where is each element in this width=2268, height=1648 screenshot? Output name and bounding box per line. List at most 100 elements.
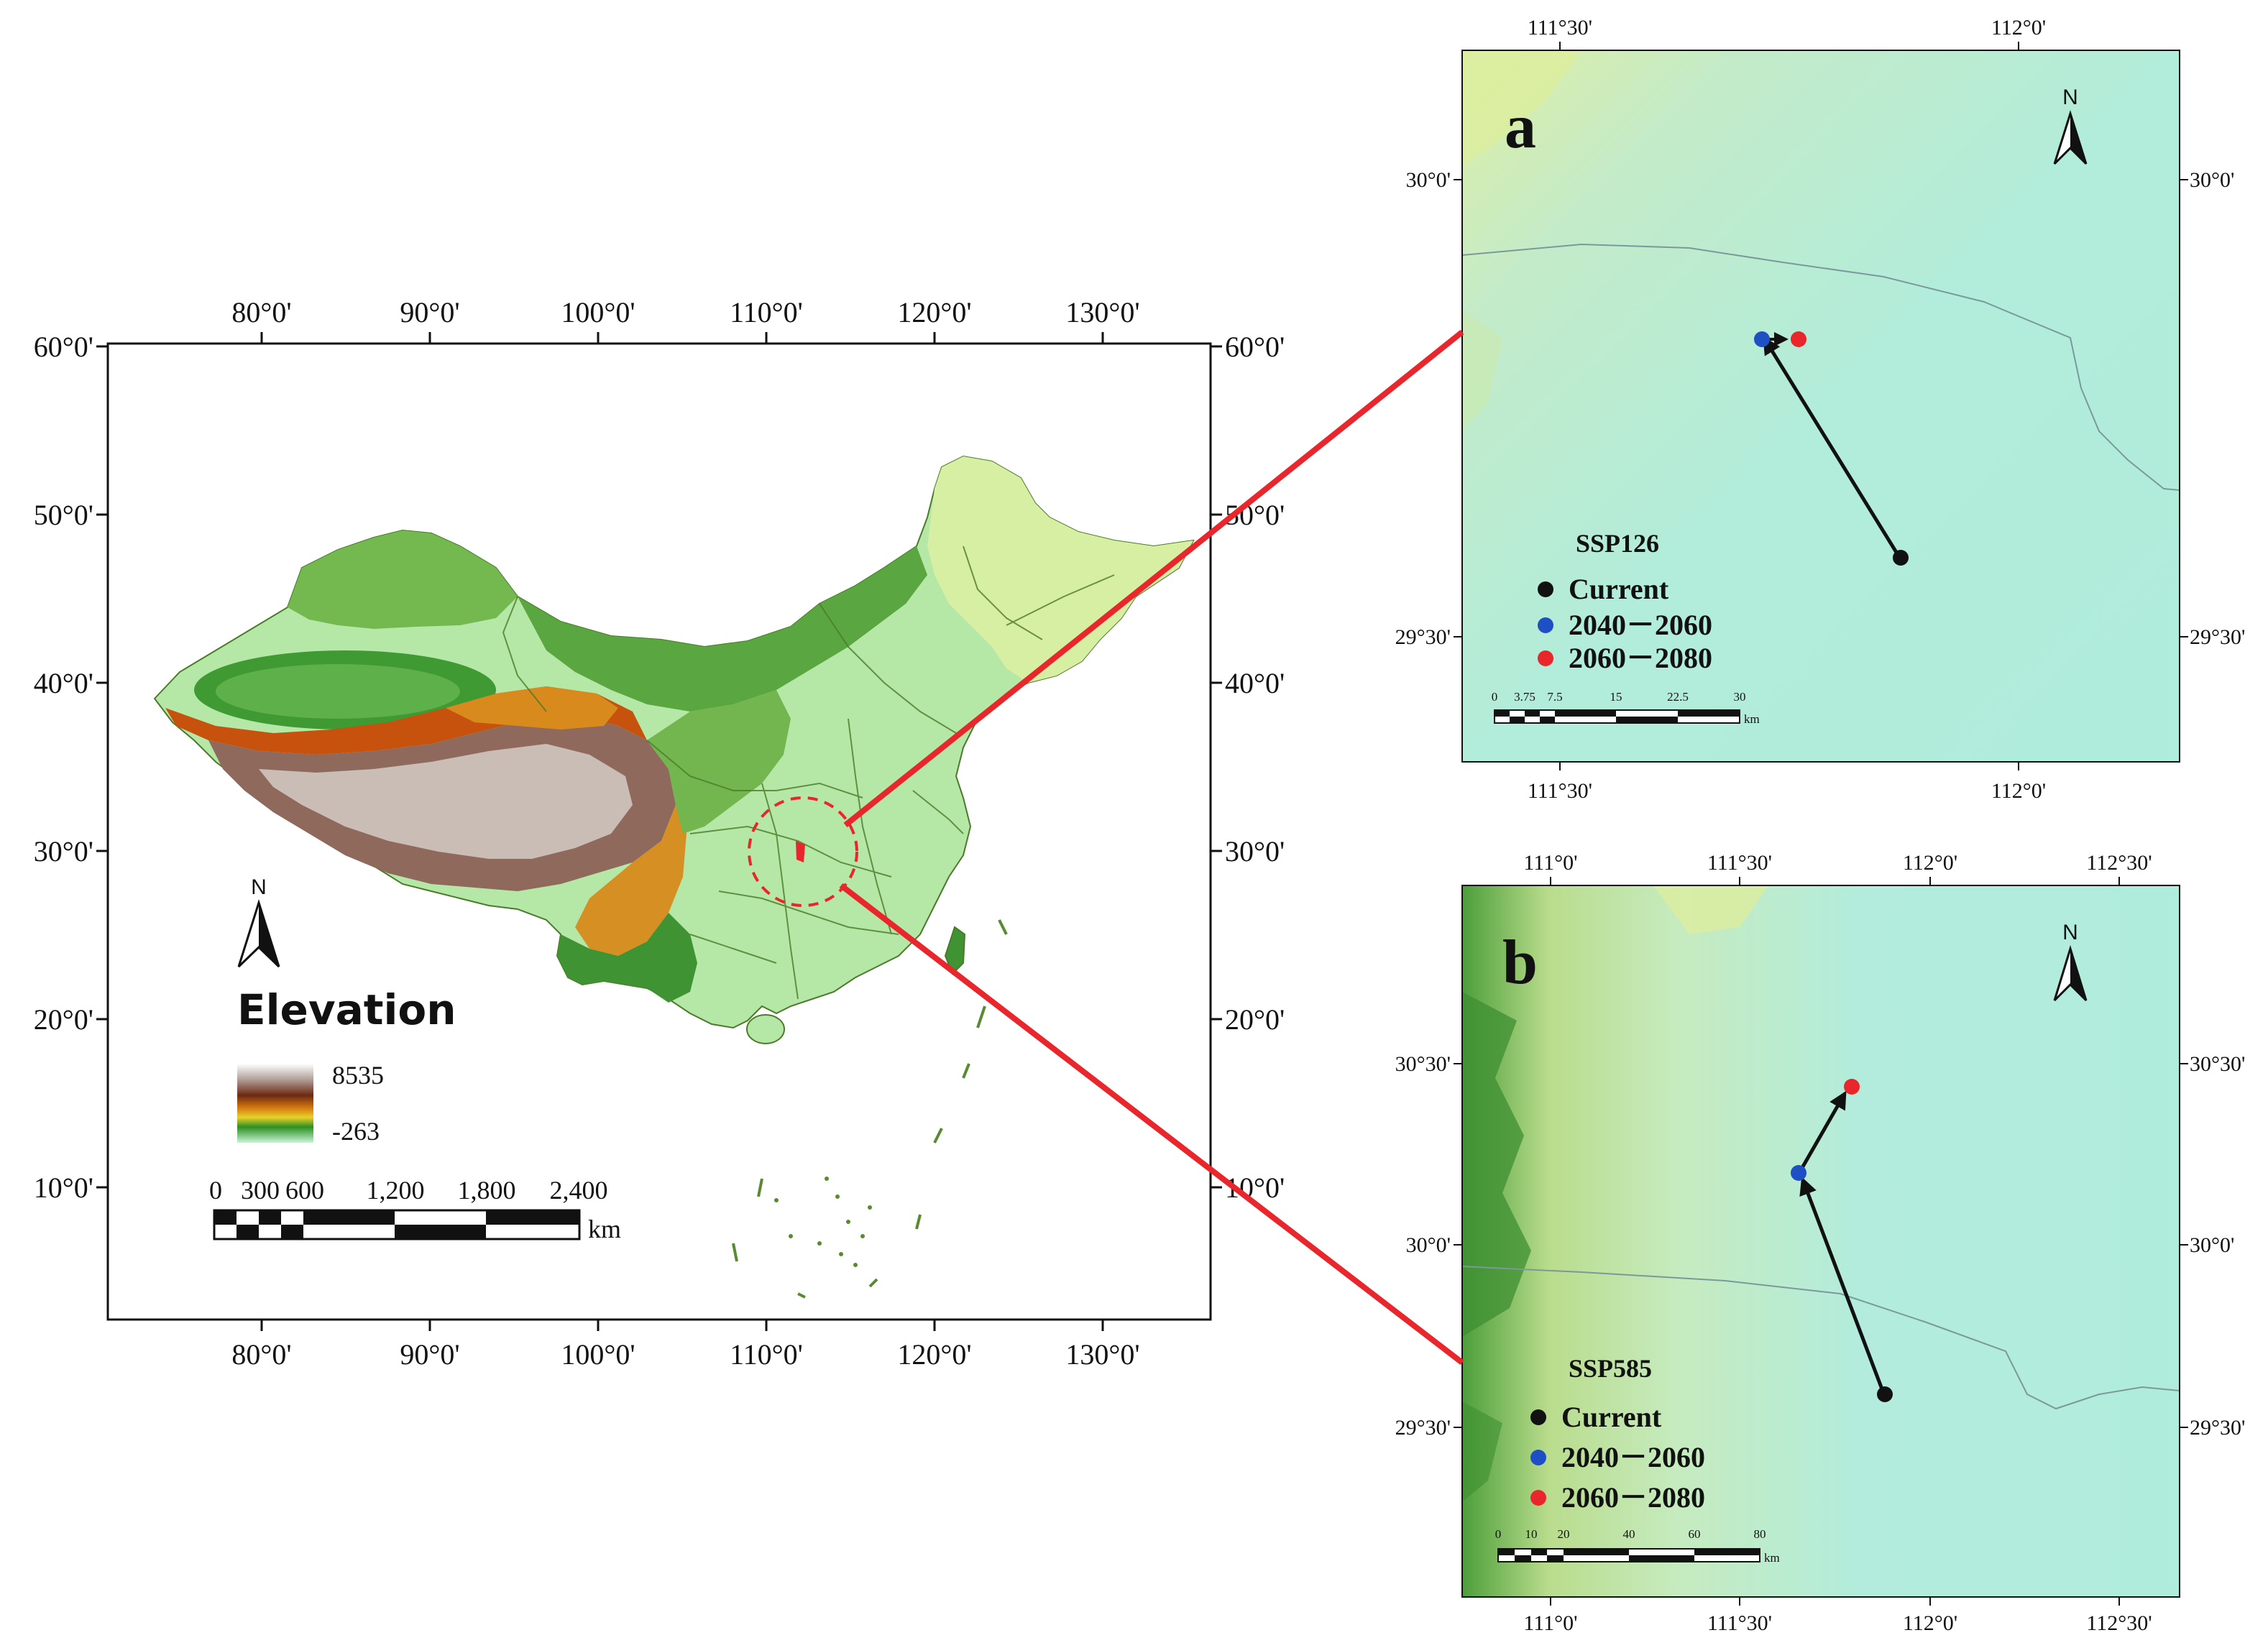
panel-a-letter: a: [1505, 92, 1536, 162]
main-bottom-tick-label: 120°0': [897, 1338, 971, 1371]
panel-b-left-tick: 30°30': [1395, 1052, 1451, 1076]
main-right-tick-label: 30°0': [1225, 835, 1285, 867]
elevation-max: 8535: [332, 1061, 384, 1090]
main-bottom-ticks: 80°0' 90°0' 100°0' 110°0' 120°0' 130°0': [231, 1320, 1140, 1371]
south-sea-islands: [732, 919, 1008, 1299]
main-left-tick-label: 50°0': [34, 499, 93, 531]
main-left-ticks: 60°0' 50°0' 40°0' 30°0' 20°0' 10°0': [34, 331, 108, 1204]
panel-b-terrain-patch: [1653, 885, 1768, 934]
scale-label: 2,400: [550, 1176, 608, 1205]
point-current: [1877, 1386, 1893, 1402]
main-left-tick-label: 30°0': [34, 835, 93, 867]
main-left-tick-label: 10°0': [34, 1171, 93, 1204]
panel-a-bottom-tick: 112°0': [1991, 779, 2046, 803]
scale-label: 600: [285, 1176, 324, 1205]
hainan-island: [746, 1014, 785, 1044]
taiwan-island: [944, 926, 966, 975]
panel-b-terrain-ridges: [1462, 1401, 1502, 1502]
panel-a-ticks: 111°30' 112°0' 111°30' 112°0' 30°0' 29°3…: [1395, 16, 2246, 803]
panel-a-left-tick: 30°0': [1406, 168, 1451, 192]
main-bottom-tick-label: 80°0': [231, 1338, 291, 1371]
main-top-tick-label: 120°0': [897, 296, 971, 328]
scale-label: 300: [241, 1176, 280, 1205]
scale-label: 60: [1689, 1527, 1701, 1541]
panel-b-right-tick: 30°30': [2190, 1052, 2245, 1076]
scale-label: 10: [1525, 1527, 1538, 1541]
panel-a-left-tick: 29°30': [1395, 625, 1451, 649]
main-top-tick-label: 80°0': [231, 296, 291, 328]
panel-a-terrain-patch: [1462, 309, 1502, 431]
scale-unit: km: [1764, 1551, 1780, 1565]
point-2060-2080: [1844, 1079, 1860, 1095]
panel-a-right-tick: 30°0': [2190, 168, 2234, 192]
track-2040-to-2060: [1798, 1090, 1847, 1173]
scale-unit: km: [588, 1215, 621, 1243]
scale-label: 3.75: [1514, 690, 1535, 704]
point-2040-2060: [1791, 1165, 1806, 1181]
panel-b-top-tick: 112°0': [1903, 851, 1957, 875]
panel-a-right-tick: 29°30': [2190, 625, 2245, 649]
legend-title: SSP126: [1576, 529, 1659, 558]
yunnan-plateau: [557, 913, 697, 1003]
main-bottom-tick-label: 100°0': [561, 1338, 635, 1371]
main-map: 80°0' 90°0' 100°0' 110°0' 120°0' 130°0' …: [34, 296, 1285, 1371]
scale-label: 0: [209, 1176, 222, 1205]
panel-b-right-tick: 29°30': [2190, 1416, 2245, 1440]
main-top-tick-label: 90°0': [400, 296, 459, 328]
scale-label: 0: [1492, 690, 1498, 704]
panel-b-scale-bar: 0 10 20 40 60 80 km: [1495, 1527, 1780, 1565]
legend-label: 2040－2060: [1561, 1441, 1705, 1473]
north-belt: [518, 546, 927, 712]
track-current-to-2040: [1763, 336, 1901, 558]
scale-label: 80: [1754, 1527, 1766, 1541]
main-bottom-tick-label: 90°0': [400, 1338, 459, 1371]
tibet-highlands: [259, 744, 633, 859]
northeast-lowland: [927, 456, 1193, 683]
scale-label: 0: [1495, 1527, 1502, 1541]
main-top-tick-label: 100°0': [561, 296, 635, 328]
legend-dot-2060: [1538, 650, 1553, 666]
panel-b-bottom-tick: 112°0': [1903, 1611, 1957, 1635]
central-transition: [647, 690, 791, 834]
panel-a-north-arrow: N: [2053, 86, 2088, 165]
main-bottom-tick-label: 130°0': [1065, 1338, 1139, 1371]
main-left-tick-label: 40°0': [34, 667, 93, 699]
main-right-tick-label: 60°0': [1225, 331, 1285, 363]
panel-b-bottom-tick: 111°0': [1523, 1611, 1577, 1635]
main-north-arrow: N: [237, 875, 280, 968]
panel-a-boundary: [1462, 243, 2180, 491]
main-scale-bar: 0 300 600 1,200 1,800 2,400 km: [209, 1176, 621, 1243]
elevation-color-ramp: [237, 1064, 313, 1143]
main-right-tick-label: 40°0': [1225, 667, 1285, 699]
scale-label: 1,800: [458, 1176, 516, 1205]
legend-dot-2040: [1530, 1450, 1546, 1465]
panel-b-boundary: [1462, 1266, 2180, 1410]
connector-line-to-panel-a: [843, 329, 1464, 828]
panel-b-frame: [1461, 885, 2180, 1598]
province-boundaries: [502, 546, 1115, 1000]
panel-b-letter: b: [1502, 928, 1538, 998]
scale-label: 40: [1623, 1527, 1635, 1541]
legend-dot-2040: [1538, 617, 1553, 633]
main-top-tick-label: 110°0': [730, 296, 803, 328]
panel-b-terrain-ridges: [1462, 992, 1531, 1337]
scale-label: 20: [1558, 1527, 1570, 1541]
study-area-marker: [796, 841, 805, 862]
panel-a: a N SSP126 Current 2040－2060 2060－2080 0…: [1395, 16, 2246, 803]
panel-b-left-tick: 29°30': [1395, 1416, 1451, 1440]
main-left-tick-label: 20°0': [34, 1003, 93, 1036]
hengduan-mountains: [575, 805, 687, 956]
main-right-ticks: 60°0' 50°0' 40°0' 30°0' 20°0' 10°0': [1211, 331, 1285, 1204]
scale-label: 7.5: [1547, 690, 1562, 704]
qaidam-basin: [446, 686, 618, 729]
legend-label: 2060－2080: [1569, 642, 1712, 674]
point-2060-2080: [1791, 331, 1806, 347]
elevation-legend: Elevation 8535 -263: [237, 985, 456, 1146]
scale-label: 1,200: [367, 1176, 425, 1205]
panel-a-top-tick: 111°30': [1528, 16, 1592, 40]
panel-a-legend: SSP126 Current 2040－2060 2060－2080: [1538, 529, 1712, 674]
legend-dot-current: [1530, 1409, 1546, 1425]
scale-label: 15: [1610, 690, 1622, 704]
panel-b-ticks: 111°0' 111°30' 112°0' 112°30' 111°0' 111…: [1395, 851, 2246, 1635]
